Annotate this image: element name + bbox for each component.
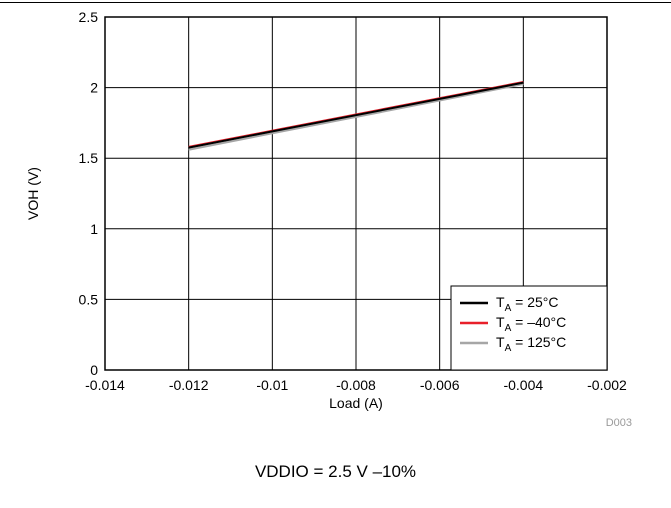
x-tick-label: -0.012: [169, 377, 209, 393]
y-tick-label: 1: [90, 221, 98, 237]
y-tick-label: 2.5: [79, 9, 99, 25]
y-tick-label: 2: [90, 80, 98, 96]
figure-id-watermark: D003: [606, 417, 632, 429]
y-tick-label: 0.5: [79, 291, 99, 307]
legend-label: TA = –40°C: [496, 314, 566, 334]
legend-box: [450, 285, 608, 371]
legend-label: TA = 125°C: [496, 334, 566, 354]
x-axis-label: Load (A): [329, 395, 383, 411]
ticks: -0.014 -0.012 -0.01 -0.008 -0.006 -0.004 -0.00…: [79, 9, 628, 393]
x-tick-label: -0.01: [256, 377, 288, 393]
chart: -0.014 -0.012 -0.01 -0.008 -0.006 -0.004 -0.00…: [25, 9, 632, 429]
y-axis-label: VOH (V): [25, 167, 41, 220]
top-rule: [0, 2, 671, 3]
y-tick-label: 1.5: [79, 150, 99, 166]
x-tick-label: -0.008: [336, 377, 376, 393]
x-tick-label: -0.004: [503, 377, 543, 393]
series-line: [188, 83, 524, 151]
y-tick-label: 0: [90, 362, 98, 378]
figure-caption: VDDIO = 2.5 V –10%: [254, 462, 417, 481]
plot-frame: [104, 16, 608, 371]
series-line: [188, 81, 524, 149]
legend: TA = 25°CTA = –40°CTA = 125°C: [450, 285, 608, 371]
x-tick-label: -0.002: [587, 377, 627, 393]
x-tick-label: -0.014: [85, 377, 125, 393]
legend-label: TA = 25°C: [496, 294, 558, 314]
x-tick-label: -0.006: [420, 377, 460, 393]
series-layer: [188, 80, 524, 151]
